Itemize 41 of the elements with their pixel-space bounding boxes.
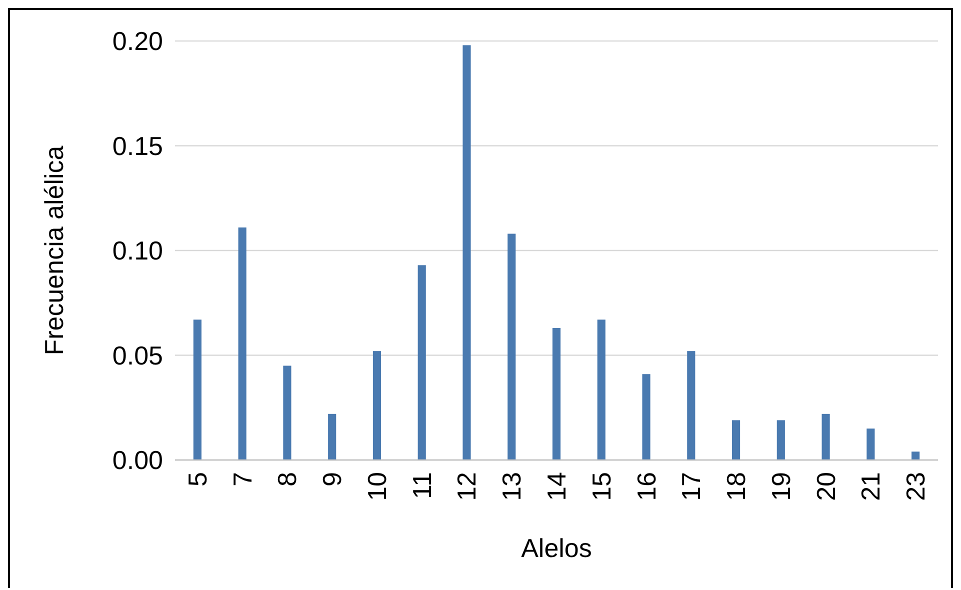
- x-tick-label: 11: [406, 472, 437, 499]
- y-tick-label: 0.15: [112, 130, 163, 161]
- bar: [597, 320, 606, 460]
- bar: [283, 366, 292, 460]
- bar: [462, 45, 471, 460]
- x-tick-label: 18: [721, 472, 752, 501]
- bar: [372, 351, 382, 460]
- bar: [912, 452, 920, 460]
- x-tick-label: 9: [317, 472, 348, 486]
- bar: [552, 328, 561, 460]
- bar: [866, 428, 875, 460]
- x-tick-label: 10: [362, 472, 392, 501]
- bar: [642, 374, 650, 460]
- x-tick-label: 12: [452, 472, 482, 501]
- x-tick-label: 8: [272, 472, 302, 486]
- y-tick-label: 0.05: [112, 340, 163, 370]
- x-tick-label: 16: [631, 472, 662, 501]
- bar: [328, 414, 336, 460]
- x-tick-label: 19: [766, 472, 796, 501]
- x-tick-label: 23: [900, 472, 931, 501]
- y-axis-title: Frecuencia alélica: [39, 145, 69, 356]
- x-axis-title: Alelos: [521, 533, 592, 563]
- bar: [508, 234, 516, 460]
- x-tick-label: 13: [496, 472, 527, 501]
- x-tick-label: 15: [586, 472, 616, 501]
- bar: [776, 420, 785, 460]
- x-tick-label: 7: [227, 472, 258, 486]
- x-tick-label: 5: [182, 472, 212, 486]
- x-tick-label: 14: [542, 472, 572, 501]
- bar: [418, 265, 426, 460]
- bar: [687, 351, 696, 460]
- x-tick-label: 21: [856, 472, 886, 501]
- bar: [238, 227, 246, 460]
- x-tick-label: 20: [810, 472, 841, 501]
- x-tick-label: 17: [676, 472, 706, 501]
- y-tick-label: 0.20: [112, 26, 163, 56]
- bar: [822, 414, 830, 460]
- y-tick-label: 0.00: [112, 445, 163, 475]
- y-tick-label: 0.10: [112, 236, 163, 266]
- bar: [732, 420, 740, 460]
- bar: [193, 320, 202, 460]
